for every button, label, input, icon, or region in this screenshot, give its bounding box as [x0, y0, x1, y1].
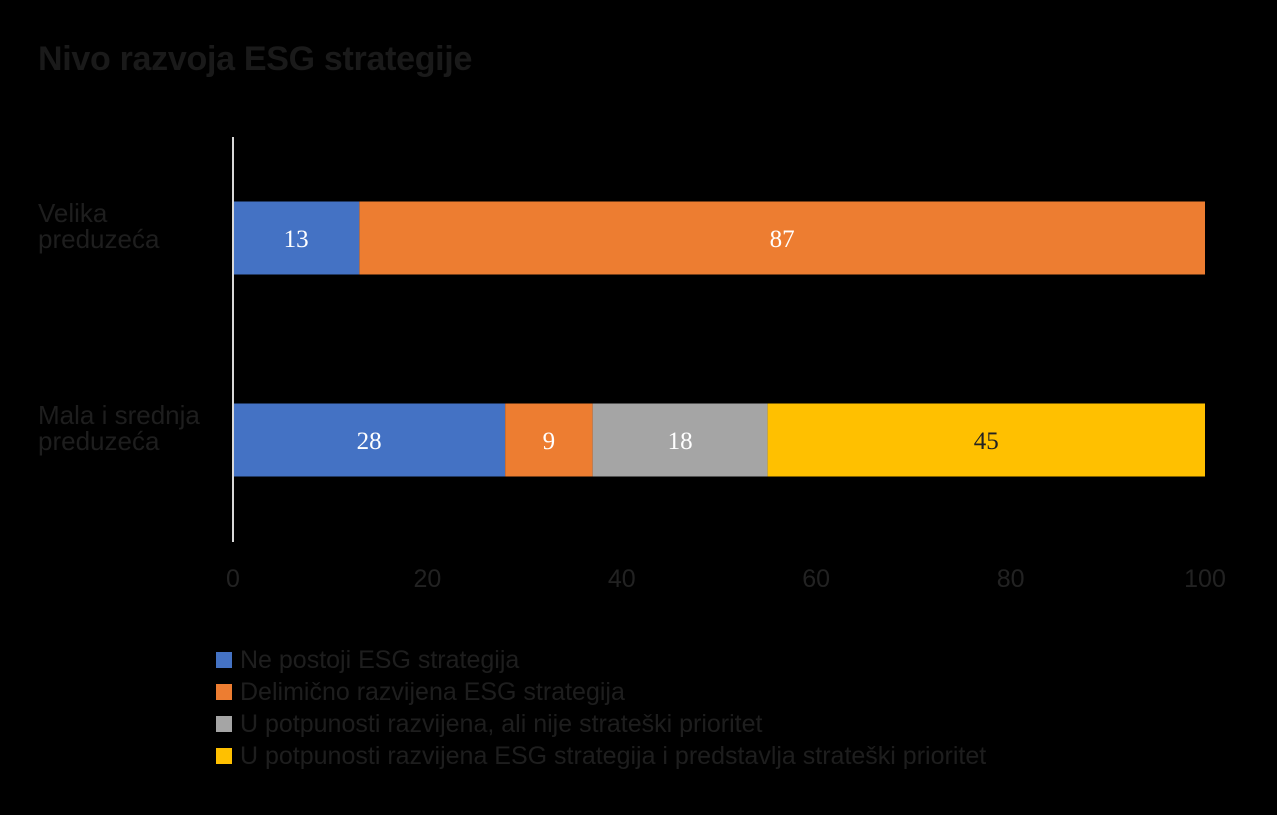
legend-swatch — [216, 652, 232, 668]
legend-swatch — [216, 716, 232, 732]
bar-value-label: 45 — [974, 428, 999, 455]
x-tick-label: 100 — [1184, 565, 1226, 593]
bar-value-label: 18 — [668, 428, 693, 455]
bar-segment — [505, 403, 593, 477]
legend-swatch — [216, 684, 232, 700]
bar-value-label: 9 — [543, 428, 556, 455]
legend-item: Delimično razvijena ESG strategija — [216, 676, 986, 708]
x-tick-label: 60 — [802, 565, 830, 593]
bar-segment — [592, 403, 768, 477]
chart-title: Nivo razvoja ESG strategije — [38, 40, 473, 78]
bar-segment — [233, 403, 506, 477]
category-label: Mala i srednja preduzeća — [38, 400, 200, 456]
bar-value-label: 87 — [770, 226, 795, 253]
legend-item: U potpunosti razvijena ESG strategija i … — [216, 740, 986, 772]
bar-label-group: 13 87 28 9 18 45 — [284, 226, 999, 455]
bar-value-label: 13 — [284, 226, 309, 253]
legend-item: Ne postoji ESG strategija — [216, 644, 986, 676]
x-tick-label: 20 — [413, 565, 441, 593]
x-tick-group: 0 20 40 60 80 100 — [226, 565, 1226, 593]
category-label-group: Velika preduzeća Mala i srednja preduzeća — [38, 198, 200, 456]
x-tick-label: 0 — [226, 565, 240, 593]
legend-label: Ne postoji ESG strategija — [240, 645, 520, 674]
x-tick-label: 80 — [997, 565, 1025, 593]
bar-segment — [233, 201, 360, 275]
bar-group — [233, 201, 1205, 477]
category-label: Velika preduzeća — [38, 198, 160, 254]
x-tick-label: 40 — [608, 565, 636, 593]
legend-label: U potpunosti razvijena, ali nije strateš… — [240, 709, 763, 738]
legend-label: U potpunosti razvijena ESG strategija i … — [240, 741, 987, 770]
legend: Ne postoji ESG strategija Delimično razvi… — [216, 644, 986, 772]
legend-swatch — [216, 748, 232, 764]
bar-segment — [359, 201, 1205, 275]
bar-value-label: 28 — [357, 428, 382, 455]
legend-label: Delimično razvijena ESG strategija — [240, 677, 625, 706]
bar-segment — [767, 403, 1205, 477]
legend-item: U potpunosti razvijena, ali nije strateš… — [216, 708, 986, 740]
